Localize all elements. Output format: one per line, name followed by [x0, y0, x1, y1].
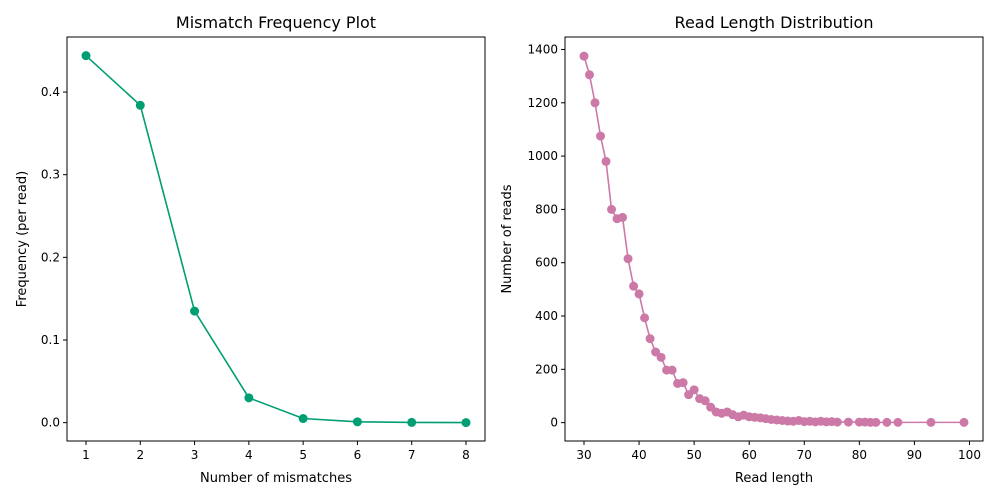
data-point: [700, 396, 710, 406]
data-point: [843, 417, 853, 427]
data-point: [926, 417, 936, 427]
y-tick-label: 400: [535, 309, 558, 323]
data-marks: [81, 51, 471, 428]
data-point: [596, 131, 606, 141]
data-point: [667, 365, 677, 375]
y-tick-label: 0.0: [41, 416, 60, 430]
y-tick-label: 800: [535, 202, 558, 216]
data-marks: [579, 51, 969, 427]
data-point: [407, 417, 417, 427]
x-tick-label: 80: [852, 448, 867, 462]
data-point: [629, 281, 639, 291]
chart-title: Mismatch Frequency Plot: [176, 13, 376, 32]
x-tick-label: 2: [136, 448, 144, 462]
x-tick-label: 3: [191, 448, 199, 462]
data-point: [893, 417, 903, 427]
axis-ticks: 30 40 50 60 70 80 90 10002004006008001000120014…: [527, 42, 981, 462]
data-point: [585, 70, 595, 80]
data-point: [352, 417, 362, 427]
data-point: [871, 417, 881, 427]
data-point: [678, 378, 688, 388]
y-tick-label: 0: [550, 416, 558, 430]
x-tick-label: 70: [797, 448, 812, 462]
x-axis-label: Read length: [735, 471, 813, 486]
data-point: [882, 417, 892, 427]
data-point: [579, 51, 589, 61]
data-point: [461, 418, 471, 428]
data-point: [959, 417, 969, 427]
data-point: [244, 393, 254, 403]
plot-frame: [66, 36, 486, 442]
y-tick-label: 0.2: [41, 250, 60, 264]
series-line: [85, 55, 467, 424]
y-tick-label: 0.1: [41, 333, 60, 347]
read-length-panel: Read Length Distribution Read length Num…: [500, 13, 984, 486]
y-tick-label: 0.3: [41, 168, 60, 182]
x-tick-label: 60: [742, 448, 757, 462]
x-tick-label: 100: [958, 448, 981, 462]
data-point: [640, 313, 650, 323]
y-tick-label: 600: [535, 256, 558, 270]
chart-title: Read Length Distribution: [675, 13, 874, 32]
data-point: [645, 334, 655, 344]
y-axis-label: Number of reads: [500, 184, 515, 293]
y-tick-label: 0.4: [41, 85, 60, 99]
data-point: [298, 414, 308, 424]
data-point: [618, 212, 628, 222]
x-tick-label: 5: [299, 448, 307, 462]
data-point: [135, 100, 145, 110]
y-tick-label: 1200: [527, 96, 558, 110]
x-axis-label: Number of mismatches: [200, 471, 352, 486]
x-tick-label: 6: [354, 448, 362, 462]
axis-ticks: 1 2 3 4 5 6 7 8 0.0 0.1 0.2 0.3 0.4: [41, 85, 470, 462]
data-point: [190, 306, 200, 316]
data-point: [81, 51, 91, 61]
data-point: [689, 385, 699, 395]
y-tick-label: 1400: [527, 42, 558, 56]
x-tick-label: 1: [82, 448, 90, 462]
y-tick-label: 1000: [527, 149, 558, 163]
mismatch-frequency-panel: Mismatch Frequency Plot Number of mismat…: [15, 13, 486, 486]
x-tick-label: 30: [576, 448, 591, 462]
y-axis-label: Frequency (per read): [15, 171, 30, 307]
x-tick-label: 7: [408, 448, 416, 462]
y-tick-label: 200: [535, 362, 558, 376]
data-point: [590, 98, 600, 108]
data-point: [623, 254, 633, 264]
plot-frame: [564, 36, 984, 442]
x-tick-label: 4: [245, 448, 253, 462]
x-tick-label: 50: [687, 448, 702, 462]
x-tick-label: 90: [907, 448, 922, 462]
data-point: [634, 289, 644, 299]
x-tick-label: 8: [462, 448, 470, 462]
data-point: [601, 156, 611, 166]
x-tick-label: 40: [631, 448, 646, 462]
data-point: [832, 417, 842, 427]
data-point: [656, 352, 666, 362]
data-point: [607, 204, 617, 214]
